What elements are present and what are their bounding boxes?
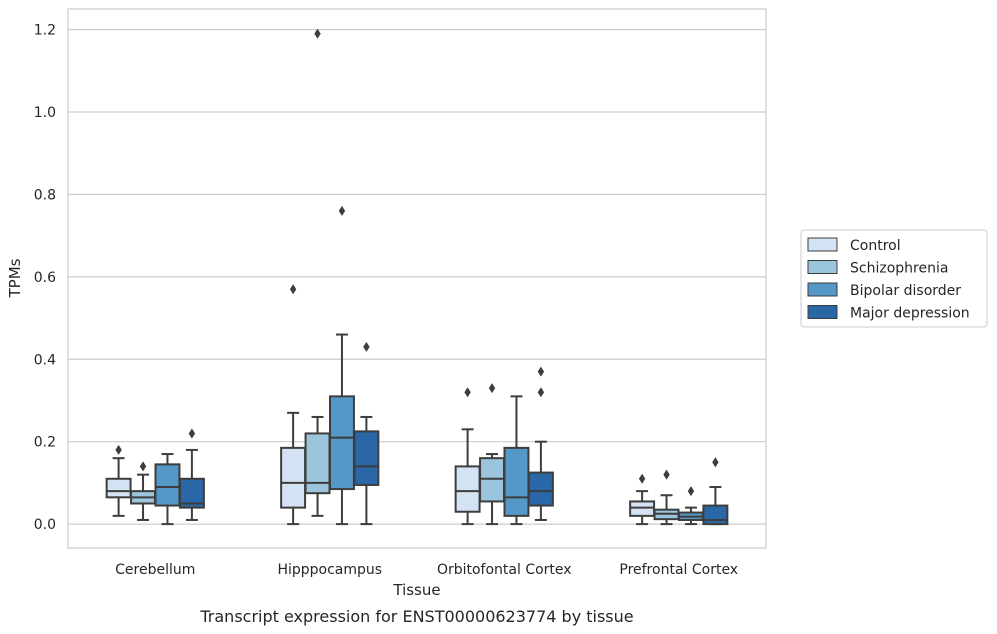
x-tick-label: Cerebellum xyxy=(115,562,195,578)
box-0-3 xyxy=(178,428,205,521)
box-1-0 xyxy=(280,284,307,526)
x-tick-label: Hipppocampus xyxy=(277,562,382,578)
outlier-point xyxy=(115,444,122,455)
outlier-point xyxy=(139,461,147,472)
box-body xyxy=(154,463,181,507)
box-3-0 xyxy=(629,473,656,526)
x-axis-ticks: Cerebellum Hipppocampus Orbitofontal Corte… xyxy=(115,562,738,578)
y-tick-label: 1.0 xyxy=(34,105,56,121)
box-body xyxy=(105,477,132,499)
outlier-point xyxy=(687,486,695,497)
outlier-point xyxy=(314,28,321,39)
box-0-2 xyxy=(154,453,181,526)
box-body xyxy=(527,471,554,507)
box-3-2 xyxy=(677,486,704,526)
box-body xyxy=(479,457,506,503)
chart-caption: Transcript expression for ENST0000062377… xyxy=(199,607,633,626)
box-2-3 xyxy=(527,366,554,521)
legend-swatch xyxy=(807,237,838,252)
box-body xyxy=(629,500,656,517)
box-body xyxy=(454,465,481,513)
box-3-1 xyxy=(653,469,680,526)
box-body xyxy=(353,430,380,486)
outlier-point xyxy=(464,387,471,398)
outlier-point xyxy=(338,205,346,216)
box-0-1 xyxy=(130,461,157,521)
box-groups xyxy=(105,28,729,526)
y-axis-ticks: 0.0 0.2 0.4 0.6 0.8 1.0 1.2 xyxy=(34,23,56,533)
legend-label: Major depression xyxy=(850,306,970,322)
legend-frame xyxy=(800,229,988,328)
outlier-point xyxy=(289,284,297,295)
box-body xyxy=(280,446,307,509)
outlier-point xyxy=(663,469,670,480)
box-1-3 xyxy=(353,341,380,526)
outlier-point xyxy=(363,341,370,352)
y-tick-label: 0.4 xyxy=(34,352,56,368)
y-tick-label: 0.6 xyxy=(34,270,56,286)
y-tick-label: 0.8 xyxy=(34,187,56,203)
legend-swatch xyxy=(807,282,838,297)
y-tick-label: 0.0 xyxy=(34,517,56,533)
box-2-1 xyxy=(479,383,506,526)
box-body xyxy=(304,432,331,495)
outlier-point xyxy=(638,473,646,484)
y-tick-label: 1.2 xyxy=(34,23,56,39)
legend-swatch xyxy=(807,260,838,274)
box-2-0 xyxy=(454,387,481,526)
legend-label: Control xyxy=(850,238,901,254)
legend-label: Bipolar disorder xyxy=(850,283,961,299)
legend-swatch xyxy=(807,305,838,319)
legend: Control Schizophrenia Bipolar disorder Majo… xyxy=(800,229,988,328)
x-axis-label: Tissue xyxy=(392,581,440,599)
box-0-0 xyxy=(105,444,132,517)
box-body xyxy=(503,446,530,517)
box-3-3 xyxy=(702,457,729,526)
box-body xyxy=(328,395,355,491)
outlier-point xyxy=(537,366,545,377)
plot-frame xyxy=(67,8,767,549)
outlier-point xyxy=(488,383,496,394)
x-tick-label: Prefrontal Cortex xyxy=(619,562,738,578)
box-1-1 xyxy=(304,28,331,517)
box-body xyxy=(702,504,729,526)
y-axis-label: TPMs xyxy=(6,258,24,298)
outlier-point xyxy=(537,387,545,398)
box-body xyxy=(178,477,205,509)
outlier-point xyxy=(712,457,719,468)
box-1-2 xyxy=(328,205,355,526)
outlier-point xyxy=(188,428,196,439)
x-tick-label: Orbitofontal Cortex xyxy=(437,562,572,578)
legend-label: Schizophrenia xyxy=(850,261,948,277)
grid-lines xyxy=(68,29,766,525)
y-tick-label: 0.2 xyxy=(34,435,56,451)
box-2-2 xyxy=(503,395,530,526)
